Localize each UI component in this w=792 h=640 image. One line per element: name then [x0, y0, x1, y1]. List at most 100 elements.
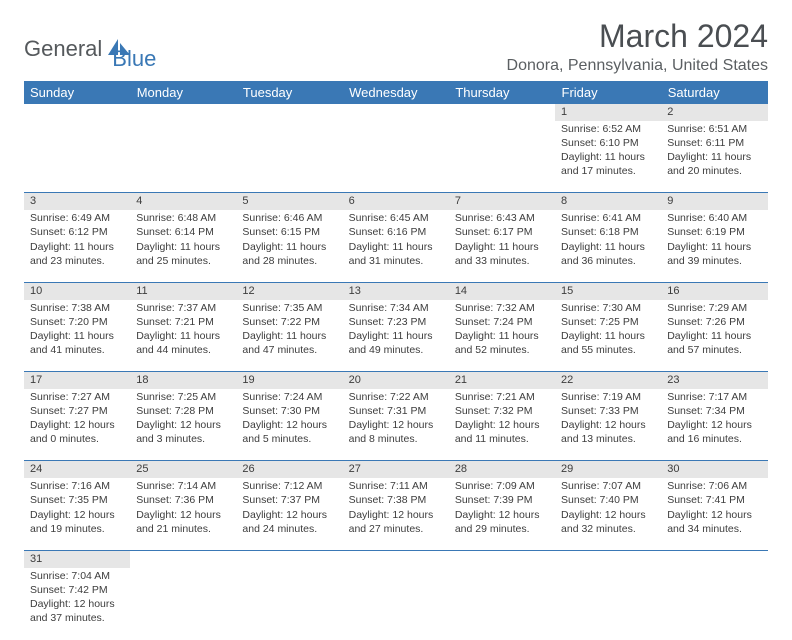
day-cell: Sunrise: 7:17 AMSunset: 7:34 PMDaylight:… — [661, 389, 767, 461]
sunset-text: Sunset: 7:34 PM — [667, 404, 761, 418]
day-content-row: Sunrise: 7:04 AMSunset: 7:42 PMDaylight:… — [24, 568, 768, 640]
day-cell — [449, 568, 555, 640]
sunrise-text: Sunrise: 7:12 AM — [242, 479, 336, 493]
day-content-row: Sunrise: 6:49 AMSunset: 6:12 PMDaylight:… — [24, 210, 768, 282]
sunset-text: Sunset: 7:20 PM — [30, 315, 124, 329]
day-cell: Sunrise: 7:35 AMSunset: 7:22 PMDaylight:… — [236, 300, 342, 372]
day-number-cell: 31 — [24, 550, 130, 567]
sunset-text: Sunset: 7:39 PM — [455, 493, 549, 507]
day-cell: Sunrise: 7:06 AMSunset: 7:41 PMDaylight:… — [661, 478, 767, 550]
sunrise-text: Sunrise: 7:19 AM — [561, 390, 655, 404]
day-cell: Sunrise: 6:48 AMSunset: 6:14 PMDaylight:… — [130, 210, 236, 282]
sunset-text: Sunset: 7:40 PM — [561, 493, 655, 507]
daylight-text: Daylight: 12 hours and 16 minutes. — [667, 418, 761, 446]
day-number-row: 12 — [24, 104, 768, 121]
day-cell — [343, 568, 449, 640]
day-cell — [449, 121, 555, 193]
day-number-row: 3456789 — [24, 193, 768, 210]
daylight-text: Daylight: 12 hours and 27 minutes. — [349, 508, 443, 536]
weekday-header: Wednesday — [343, 81, 449, 104]
sunrise-text: Sunrise: 6:40 AM — [667, 211, 761, 225]
header: General Blue March 2024 Donora, Pennsylv… — [24, 18, 768, 75]
weekday-header: Thursday — [449, 81, 555, 104]
day-number-cell: 3 — [24, 193, 130, 210]
sunrise-text: Sunrise: 6:46 AM — [242, 211, 336, 225]
weekday-header: Monday — [130, 81, 236, 104]
sunrise-text: Sunrise: 7:35 AM — [242, 301, 336, 315]
day-cell: Sunrise: 6:46 AMSunset: 6:15 PMDaylight:… — [236, 210, 342, 282]
day-cell — [24, 121, 130, 193]
day-number-cell — [661, 550, 767, 567]
daylight-text: Daylight: 12 hours and 13 minutes. — [561, 418, 655, 446]
sunset-text: Sunset: 7:30 PM — [242, 404, 336, 418]
sunrise-text: Sunrise: 6:48 AM — [136, 211, 230, 225]
sunset-text: Sunset: 7:35 PM — [30, 493, 124, 507]
sunrise-text: Sunrise: 7:17 AM — [667, 390, 761, 404]
day-number-row: 10111213141516 — [24, 282, 768, 299]
day-number-cell: 30 — [661, 461, 767, 478]
sunrise-text: Sunrise: 7:29 AM — [667, 301, 761, 315]
sunset-text: Sunset: 7:25 PM — [561, 315, 655, 329]
day-cell: Sunrise: 7:22 AMSunset: 7:31 PMDaylight:… — [343, 389, 449, 461]
sunrise-text: Sunrise: 7:34 AM — [349, 301, 443, 315]
day-number-cell: 29 — [555, 461, 661, 478]
calendar-table: SundayMondayTuesdayWednesdayThursdayFrid… — [24, 81, 768, 640]
sunset-text: Sunset: 7:27 PM — [30, 404, 124, 418]
day-content-row: Sunrise: 7:27 AMSunset: 7:27 PM Daylight:… — [24, 389, 768, 461]
sunset-text: Sunset: 7:36 PM — [136, 493, 230, 507]
daylight-text: Daylight: 11 hours and 36 minutes. — [561, 240, 655, 268]
daylight-text: Daylight: 11 hours and 57 minutes. — [667, 329, 761, 357]
sunrise-text: Sunrise: 6:52 AM — [561, 122, 655, 136]
day-number-cell — [130, 104, 236, 121]
sunrise-text: Sunrise: 7:37 AM — [136, 301, 230, 315]
day-number-cell — [24, 104, 130, 121]
day-number-cell: 17 — [24, 372, 130, 389]
daylight-text: Daylight: 11 hours and 17 minutes. — [561, 150, 655, 178]
day-cell: Sunrise: 6:51 AMSunset: 6:11 PMDaylight:… — [661, 121, 767, 193]
day-cell: Sunrise: 7:38 AMSunset: 7:20 PMDaylight:… — [24, 300, 130, 372]
day-cell: Sunrise: 7:14 AMSunset: 7:36 PMDaylight:… — [130, 478, 236, 550]
daylight-text: Daylight: 12 hours and 11 minutes. — [455, 418, 549, 446]
daylight-text: Daylight: 12 hours and 8 minutes. — [349, 418, 443, 446]
day-number-cell: 2 — [661, 104, 767, 121]
day-cell: Sunrise: 7:24 AMSunset: 7:30 PMDaylight:… — [236, 389, 342, 461]
day-number-cell: 12 — [236, 282, 342, 299]
sunset-text: Sunset: 6:12 PM — [30, 225, 124, 239]
day-cell: Sunrise: 7:37 AMSunset: 7:21 PMDaylight:… — [130, 300, 236, 372]
daylight-text: Daylight: 11 hours and 28 minutes. — [242, 240, 336, 268]
daylight-text: Daylight: 11 hours and 23 minutes. — [30, 240, 124, 268]
day-number-cell — [236, 104, 342, 121]
sunset-text: Sunset: 7:28 PM — [136, 404, 230, 418]
day-cell: Sunrise: 7:29 AMSunset: 7:26 PMDaylight:… — [661, 300, 767, 372]
daylight-text: Daylight: 11 hours and 49 minutes. — [349, 329, 443, 357]
day-number-cell: 26 — [236, 461, 342, 478]
sunset-text: Sunset: 6:15 PM — [242, 225, 336, 239]
daylight-text: Daylight: 11 hours and 41 minutes. — [30, 329, 124, 357]
sunset-text: Sunset: 7:24 PM — [455, 315, 549, 329]
daylight-text: Daylight: 11 hours and 31 minutes. — [349, 240, 443, 268]
day-number-cell — [449, 550, 555, 567]
day-number-cell: 14 — [449, 282, 555, 299]
day-number-cell: 10 — [24, 282, 130, 299]
day-number-cell — [343, 104, 449, 121]
day-cell: Sunrise: 6:45 AMSunset: 6:16 PMDaylight:… — [343, 210, 449, 282]
daylight-text: Daylight: 12 hours and 24 minutes. — [242, 508, 336, 536]
day-cell: Sunrise: 7:12 AMSunset: 7:37 PMDaylight:… — [236, 478, 342, 550]
sunset-text: Sunset: 7:38 PM — [349, 493, 443, 507]
daylight-text: Daylight: 11 hours and 55 minutes. — [561, 329, 655, 357]
sunrise-text: Sunrise: 7:07 AM — [561, 479, 655, 493]
day-cell: Sunrise: 7:27 AMSunset: 7:27 PMDaylight:… — [24, 389, 130, 461]
sunset-text: Sunset: 6:17 PM — [455, 225, 549, 239]
day-cell — [661, 568, 767, 640]
day-cell: Sunrise: 7:07 AMSunset: 7:40 PMDaylight:… — [555, 478, 661, 550]
day-number-cell: 4 — [130, 193, 236, 210]
day-number-cell — [236, 550, 342, 567]
day-number-cell: 1 — [555, 104, 661, 121]
month-title: March 2024 — [507, 18, 768, 55]
day-cell: Sunrise: 6:43 AMSunset: 6:17 PMDaylight:… — [449, 210, 555, 282]
day-cell: Sunrise: 6:41 AMSunset: 6:18 PMDaylight:… — [555, 210, 661, 282]
day-number-cell: 18 — [130, 372, 236, 389]
sunset-text: Sunset: 7:31 PM — [349, 404, 443, 418]
sunrise-text: Sunrise: 7:27 AM — [30, 390, 124, 404]
day-cell: Sunrise: 7:34 AMSunset: 7:23 PMDaylight:… — [343, 300, 449, 372]
